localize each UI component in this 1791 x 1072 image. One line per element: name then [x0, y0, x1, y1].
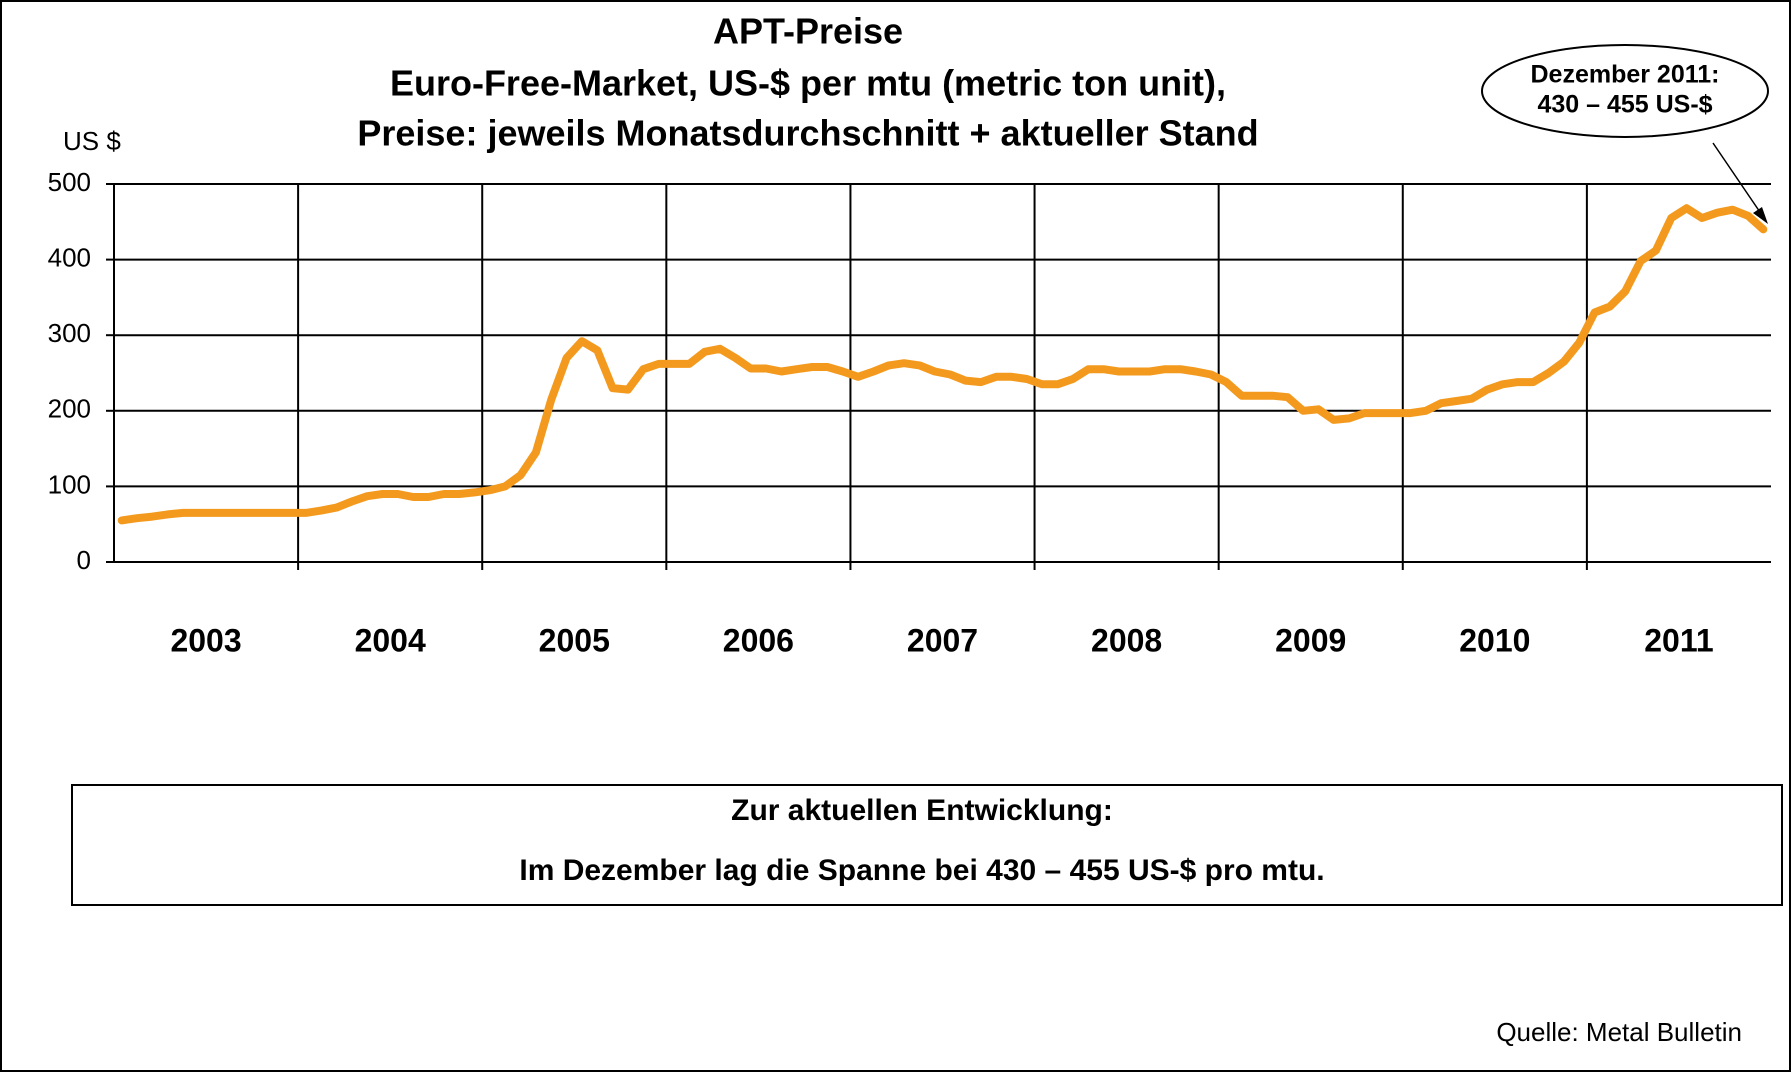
y-tick-label: 0 — [77, 545, 91, 575]
chart-title: Preise: jeweils Monatsdurchschnitt + akt… — [357, 113, 1258, 154]
x-tick-label: 2004 — [355, 622, 426, 658]
y-tick-label: 500 — [48, 167, 91, 197]
note-box — [71, 784, 1783, 906]
annotation-bubble — [1481, 44, 1769, 138]
chart-title: Euro-Free-Market, US-$ per mtu (metric t… — [390, 63, 1226, 104]
annotation: 430 – 455 US-$ — [1537, 91, 1712, 119]
x-tick-label: 2005 — [539, 622, 610, 658]
y-tick-label: 400 — [48, 242, 91, 272]
annotation: Dezember 2011: — [1530, 61, 1719, 89]
chart-title: APT-Preise — [713, 11, 903, 52]
arrow-head — [1753, 207, 1768, 224]
y-tick-label: 300 — [48, 318, 91, 348]
data-line — [117, 204, 1768, 525]
note-heading: Zur aktuellen Entwicklung: — [731, 794, 1113, 827]
y-axis-label: US $ — [63, 126, 121, 156]
annotation-arrow — [1712, 142, 1765, 219]
x-tick-label: 2006 — [723, 622, 794, 658]
x-tick-label: 2010 — [1459, 622, 1530, 658]
note-text: Im Dezember lag die Spanne bei 430 – 455… — [519, 854, 1324, 887]
x-tick-label: 2003 — [170, 622, 241, 658]
x-tick-label: 2011 — [1644, 622, 1713, 658]
x-tick-label: 2008 — [1091, 622, 1162, 658]
source: Quelle: Metal Bulletin — [1496, 1017, 1742, 1047]
x-tick-label: 2009 — [1275, 622, 1346, 658]
y-tick-label: 100 — [48, 469, 91, 499]
y-tick-label: 200 — [48, 394, 91, 424]
x-tick-label: 2007 — [907, 622, 978, 658]
